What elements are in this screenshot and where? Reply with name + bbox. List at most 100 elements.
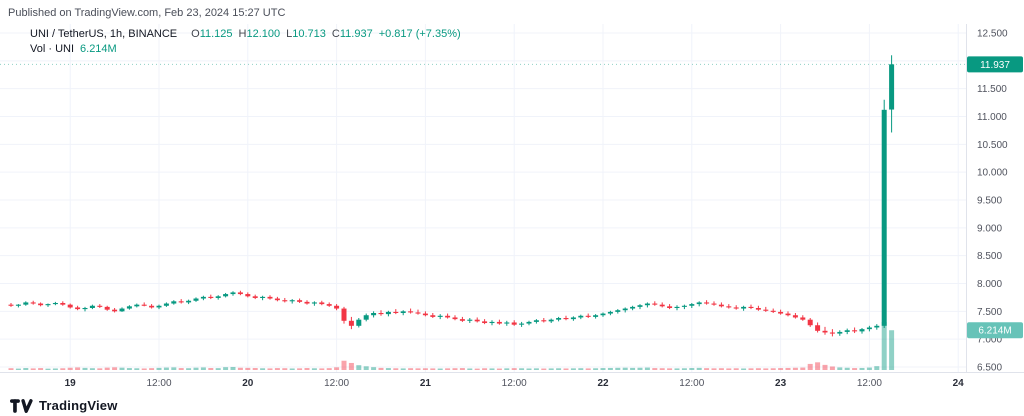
candle-body xyxy=(400,311,406,314)
volume-bar xyxy=(67,367,73,370)
volume-bar xyxy=(563,368,569,370)
volume-bar xyxy=(822,364,828,370)
candle-body xyxy=(829,332,835,334)
last-price-badge xyxy=(967,56,1023,73)
candle-body xyxy=(437,315,443,317)
volume-bar xyxy=(371,367,377,370)
candle-body xyxy=(393,311,399,314)
candle-body xyxy=(30,302,36,304)
volume-row: Vol · UNI 6.214M xyxy=(30,42,461,57)
grid-lines xyxy=(0,24,966,373)
volume-badge xyxy=(967,322,1023,339)
volume-bar xyxy=(223,367,229,370)
candle-body xyxy=(215,296,221,298)
candle-body xyxy=(815,325,821,331)
candle-body xyxy=(208,296,214,298)
candle-body xyxy=(311,302,317,304)
time-tick-label: 21 xyxy=(420,378,432,389)
candle-body xyxy=(289,300,295,302)
candle-body xyxy=(504,322,510,324)
volume-bar xyxy=(630,367,636,370)
candle-body xyxy=(474,319,480,322)
price-tick-label: 10.500 xyxy=(977,140,1008,151)
volume-bar xyxy=(578,368,584,370)
candle-body xyxy=(585,315,591,317)
candle-body xyxy=(533,320,539,322)
time-tick-label: 23 xyxy=(775,378,787,389)
candle-body xyxy=(844,330,850,332)
price-tick-label: 12.500 xyxy=(977,29,1008,40)
candle-body xyxy=(489,321,495,324)
candle-body xyxy=(859,329,865,332)
volume-bar xyxy=(297,368,303,370)
volume-bar xyxy=(844,367,850,370)
volume-bar xyxy=(467,368,473,370)
volume-bar xyxy=(496,368,502,370)
candle-body xyxy=(112,309,118,312)
volume-bar xyxy=(186,368,192,370)
candle-body xyxy=(733,307,739,309)
volume-bar xyxy=(755,368,761,370)
candle-body xyxy=(75,307,81,310)
candle-body xyxy=(326,304,332,306)
candle-body xyxy=(171,301,177,304)
published-caption: Published on TradingView.com, Feb 23, 20… xyxy=(8,7,286,19)
volume-bar xyxy=(785,367,791,370)
candle-body xyxy=(15,304,21,306)
low-label: L xyxy=(286,28,293,40)
candle-body xyxy=(8,304,14,306)
open-label: O xyxy=(191,28,200,40)
time-tick-label: 12:00 xyxy=(679,378,704,389)
candle-body xyxy=(822,330,828,333)
open-value: 11.125 xyxy=(199,28,233,40)
volume-bar xyxy=(134,368,140,370)
candle-body xyxy=(156,305,162,308)
candle-body xyxy=(630,306,636,309)
candle-body xyxy=(356,319,362,326)
volume-bar xyxy=(252,368,258,370)
ohlc-row: UNI / TetherUS, 1h, BINANCE O11.125 H12.10… xyxy=(30,27,461,42)
volume-bar xyxy=(430,368,436,370)
price-tick-label: 7.000 xyxy=(977,335,1002,346)
candle-body xyxy=(763,309,769,311)
volume-bar xyxy=(652,368,658,370)
volume-bar xyxy=(126,368,132,370)
volume-bar xyxy=(548,368,554,370)
price-tick-label: 11.000 xyxy=(977,112,1007,123)
price-axis-labels: 12.50012.00011.50011.00010.50010.0009.50… xyxy=(977,29,1008,374)
volume-bar xyxy=(622,367,628,370)
candle-body xyxy=(704,302,710,304)
candle-body xyxy=(778,311,784,314)
candle-body xyxy=(526,321,532,324)
candle-body xyxy=(866,327,872,330)
volume-bar xyxy=(482,368,488,370)
candle-body xyxy=(89,305,95,308)
candle-body xyxy=(252,296,258,298)
volume-bar xyxy=(156,367,162,370)
candle-body xyxy=(852,330,858,332)
axis-separators xyxy=(0,24,1024,373)
price-tick-label: 8.000 xyxy=(977,279,1002,290)
candle-body xyxy=(881,109,887,326)
volume-bar xyxy=(60,368,66,370)
candle-body xyxy=(755,307,761,310)
candle-body xyxy=(511,322,517,325)
volume-bar xyxy=(763,368,769,370)
volume-bar xyxy=(38,368,44,370)
volume-bar xyxy=(881,322,887,370)
candle-body xyxy=(363,315,369,320)
candle-body xyxy=(615,310,621,312)
volume-bar xyxy=(237,367,243,370)
last-price-badge-text: 11.937 xyxy=(980,60,1010,71)
candle-body xyxy=(23,302,29,305)
volume-bar xyxy=(356,365,362,370)
candle-body xyxy=(341,308,347,321)
volume-bar xyxy=(363,366,369,370)
volume-bar xyxy=(659,368,665,370)
candle-body xyxy=(741,306,747,309)
volume-bar xyxy=(82,367,88,370)
candle-body xyxy=(134,304,140,307)
candle-body xyxy=(718,304,724,307)
axis-badges: 11.937 6.214M xyxy=(967,56,1023,339)
volume-bar xyxy=(52,368,58,370)
